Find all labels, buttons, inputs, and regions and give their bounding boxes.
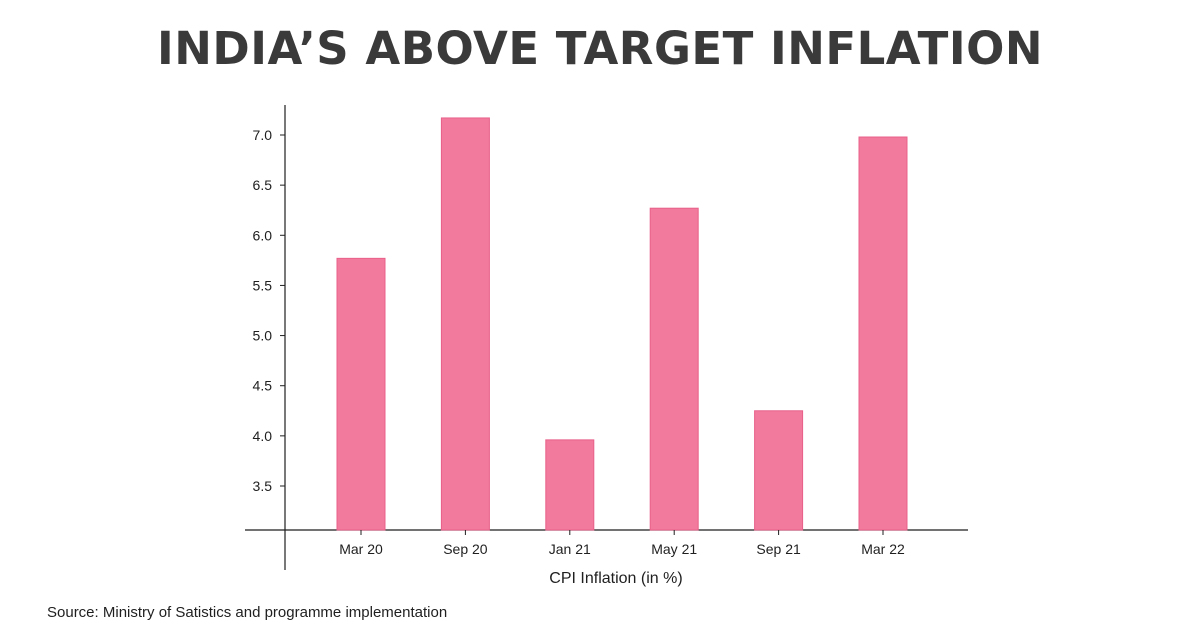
- bar-mar-20: [336, 257, 386, 531]
- bars: [336, 117, 908, 531]
- y-tick-label: 4.0: [253, 428, 273, 444]
- y-ticks: 3.5 4.0 4.5 5.0 5.5 6.0 6.5 7.0: [253, 127, 285, 494]
- x-tick-labels: Mar 20 Sep 20 Jan 21 May 21 Sep 21 Mar 22: [339, 530, 905, 557]
- bar-may-21: [649, 207, 699, 531]
- bar-mar-22: [858, 136, 908, 531]
- y-tick-label: 5.5: [253, 277, 273, 293]
- y-tick-label: 3.5: [253, 478, 273, 494]
- bar-sep-20: [440, 117, 490, 531]
- x-tick-label: Mar 20: [339, 541, 383, 557]
- y-tick-label: 6.5: [253, 177, 273, 193]
- x-axis-label: CPI Inflation (in %): [549, 570, 683, 587]
- source-note: Source: Ministry of Satistics and progra…: [47, 604, 448, 621]
- bar-sep-21: [754, 410, 804, 531]
- y-tick-label: 4.5: [253, 378, 273, 394]
- x-tick-label: Mar 22: [861, 541, 905, 557]
- x-tick-label: Jan 21: [549, 541, 591, 557]
- x-tick-label: May 21: [651, 541, 697, 557]
- y-tick-label: 5.0: [253, 328, 273, 344]
- bar-jan-21: [545, 439, 595, 531]
- y-tick-label: 6.0: [253, 227, 273, 243]
- chart-title: INDIA’S ABOVE TARGET INFLATION: [157, 22, 1043, 75]
- y-tick-label: 7.0: [253, 127, 273, 143]
- x-tick-label: Sep 20: [443, 541, 488, 557]
- x-tick-label: Sep 21: [756, 541, 801, 557]
